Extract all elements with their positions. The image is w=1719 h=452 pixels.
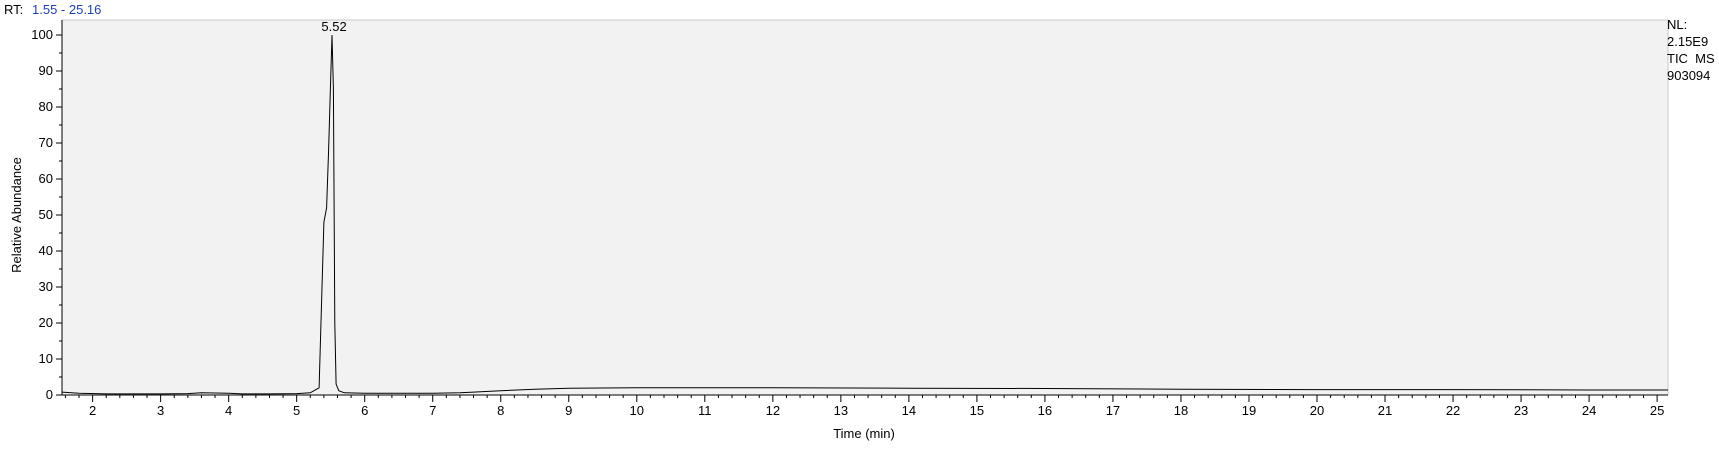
y-tick-label: 60 — [39, 171, 53, 186]
y-tick-label: 100 — [31, 27, 53, 42]
y-tick-label: 40 — [39, 243, 53, 258]
x-tick-label: 2 — [89, 403, 96, 418]
y-axis-title: Relative Abundance — [9, 157, 24, 273]
x-tick-label: 18 — [1174, 403, 1188, 418]
nl-label: NL: — [1667, 17, 1687, 32]
x-tick-label: 12 — [766, 403, 780, 418]
x-tick-label: 13 — [834, 403, 848, 418]
file-id: 903094 — [1667, 68, 1710, 83]
x-tick-label: 22 — [1446, 403, 1460, 418]
peak-label: 5.52 — [321, 19, 346, 34]
y-tick-label: 0 — [46, 387, 53, 402]
tic-trace-line — [61, 34, 1668, 395]
scan-filter: TIC MS — [1667, 51, 1715, 66]
x-tick-label: 9 — [565, 403, 572, 418]
x-tick-label: 6 — [361, 403, 368, 418]
plot-area — [61, 19, 1669, 396]
rt-range: 1.55 - 25.16 — [32, 2, 101, 17]
x-tick-label: 24 — [1582, 403, 1596, 418]
nl-value: 2.15E9 — [1667, 34, 1708, 49]
x-tick-label: 25 — [1650, 403, 1664, 418]
x-tick-label: 19 — [1242, 403, 1256, 418]
y-tick-label: 80 — [39, 99, 53, 114]
x-tick-label: 8 — [497, 403, 504, 418]
x-tick-label: 15 — [970, 403, 984, 418]
x-tick-label: 16 — [1038, 403, 1052, 418]
y-tick-label: 20 — [39, 315, 53, 330]
x-tick-label: 5 — [293, 403, 300, 418]
x-tick-label: 21 — [1378, 403, 1392, 418]
y-tick-label: 50 — [39, 207, 53, 222]
x-tick-label: 20 — [1310, 403, 1324, 418]
y-tick-label: 90 — [39, 63, 53, 78]
x-axis-title: Time (min) — [833, 426, 895, 441]
x-tick-label: 17 — [1106, 403, 1120, 418]
y-tick-label: 70 — [39, 135, 53, 150]
x-tick-label: 14 — [902, 403, 916, 418]
rt-label: RT: — [4, 2, 23, 17]
x-axis-ticks: 2 3 4 5 6 7 8 9 10 11 12 13 14 15 16 17 18 19 20 21 22 23 24 25 — [64, 395, 1664, 418]
x-tick-label: 23 — [1514, 403, 1528, 418]
peak-labels: 5.52 — [321, 19, 346, 34]
y-axis-ticks: 0 10 20 30 40 50 60 70 80 90 100 — [31, 27, 62, 402]
y-tick-label: 30 — [39, 279, 53, 294]
x-tick-label: 7 — [429, 403, 436, 418]
y-tick-label: 10 — [39, 351, 53, 366]
x-tick-label: 11 — [698, 403, 712, 418]
x-tick-label: 3 — [157, 403, 164, 418]
x-tick-label: 10 — [630, 403, 644, 418]
x-tick-label: 4 — [225, 403, 232, 418]
